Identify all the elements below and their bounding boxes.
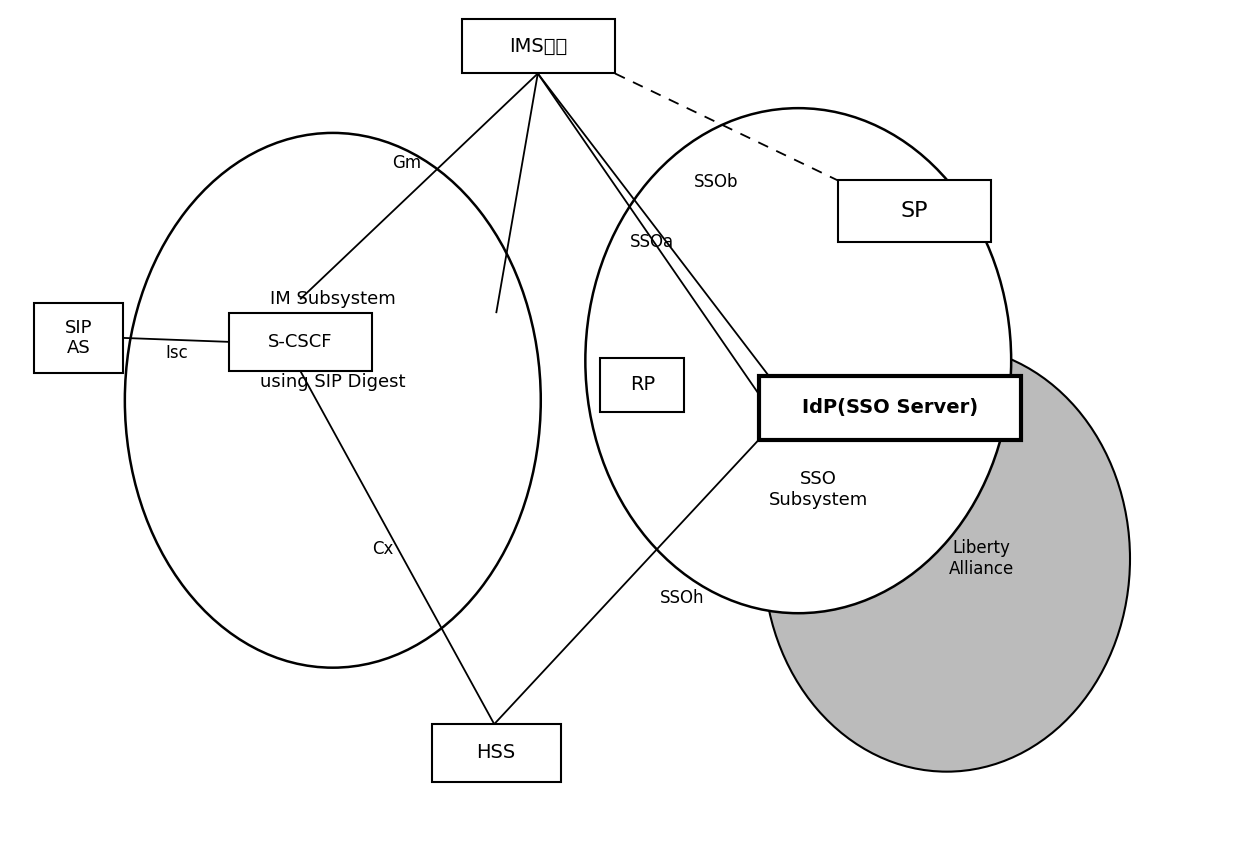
Text: IdP(SSO Server): IdP(SSO Server)	[802, 398, 978, 417]
Text: SSOb: SSOb	[694, 174, 739, 192]
Bar	[229, 313, 372, 371]
Ellipse shape	[125, 133, 541, 667]
Text: SSOh: SSOh	[660, 589, 704, 607]
Text: Gm: Gm	[392, 154, 422, 172]
Text: Isc: Isc	[165, 344, 187, 362]
Bar	[461, 19, 615, 73]
Text: RP: RP	[630, 376, 655, 395]
Ellipse shape	[764, 346, 1130, 771]
Bar	[600, 358, 684, 412]
Text: IMS终端: IMS终端	[510, 37, 568, 56]
Text: SSOa: SSOa	[630, 233, 675, 251]
Bar	[432, 724, 560, 782]
Text: Cx: Cx	[372, 540, 394, 558]
Text: Liberty
Alliance: Liberty Alliance	[949, 539, 1014, 578]
Text: SP: SP	[901, 201, 929, 221]
Text: S-CSCF: S-CSCF	[268, 333, 332, 351]
Bar	[759, 376, 1021, 440]
Bar	[838, 181, 991, 242]
Ellipse shape	[585, 108, 1011, 613]
Text: IM Subsystem

(IMS)

using SIP Digest: IM Subsystem (IMS) using SIP Digest	[260, 291, 405, 391]
Bar	[33, 304, 123, 372]
Text: SIP
AS: SIP AS	[64, 318, 92, 357]
Text: HSS: HSS	[476, 743, 516, 762]
Text: SSO
Subsystem: SSO Subsystem	[769, 470, 868, 509]
